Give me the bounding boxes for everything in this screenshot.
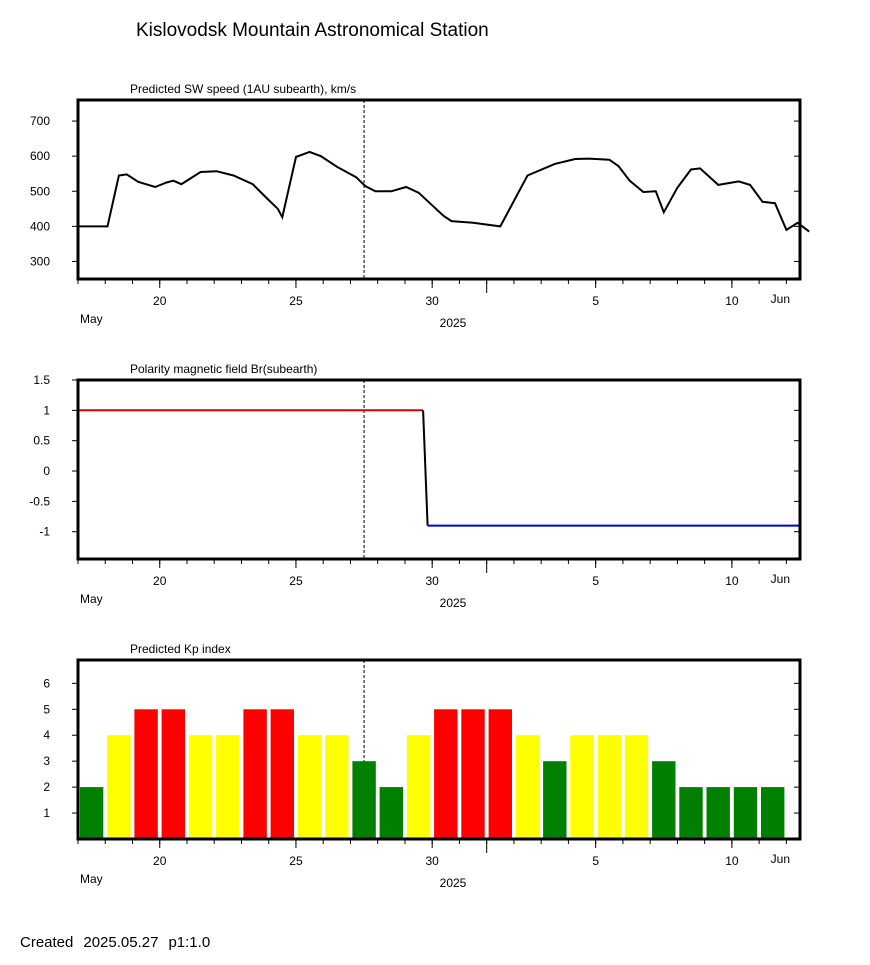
polarity-frame	[76, 378, 802, 561]
x-tick-label: 20	[153, 854, 167, 868]
kp-bar	[461, 709, 485, 839]
kp-bar	[134, 709, 158, 839]
kp-bar	[216, 735, 240, 839]
y-tick-label: 1	[43, 403, 50, 417]
year-label: 2025	[440, 876, 467, 890]
polarity-panel: Polarity magnetic field Br(subearth) 1.5…	[29, 362, 802, 610]
y-tick-label: 2	[43, 780, 50, 794]
x-tick-label: 20	[153, 574, 167, 588]
kp-frame	[76, 658, 802, 841]
x-tick-label: 30	[426, 854, 440, 868]
kp-bar	[325, 735, 349, 839]
y-tick-label: 500	[30, 184, 50, 198]
kp-bar	[652, 761, 676, 839]
x-tick-label: 25	[289, 854, 303, 868]
kp-bar	[597, 735, 621, 839]
sw-speed-line	[78, 150, 810, 233]
y-tick-label: 300	[30, 254, 50, 268]
x-tick-label: 20	[153, 294, 167, 308]
kp-bar	[570, 735, 594, 839]
kp-bar	[352, 761, 376, 839]
polarity-segment-1	[422, 410, 429, 526]
kp-bar	[543, 761, 567, 839]
kp-bar	[188, 735, 213, 839]
sw-speed-title: Predicted SW speed (1AU subearth), km/s	[130, 82, 356, 96]
y-tick-label: 400	[30, 219, 50, 233]
created-label: Created	[20, 934, 74, 951]
month-label-may: May	[80, 592, 103, 606]
kp-bar	[161, 709, 185, 839]
y-tick-label: -0.5	[29, 494, 50, 508]
sw-speed-frame	[76, 98, 802, 281]
x-tick-label: 10	[725, 574, 739, 588]
kp-title: Predicted Kp index	[130, 642, 231, 656]
kp-bar	[79, 787, 104, 839]
x-tick-label: 30	[426, 574, 440, 588]
page-title: Kislovodsk Mountain Astronomical Station	[136, 20, 489, 41]
x-tick-label: 10	[725, 294, 739, 308]
kp-bar	[679, 787, 703, 839]
kp-bar	[515, 735, 540, 839]
sw-speed-panel: Predicted SW speed (1AU subearth), km/s …	[30, 82, 810, 330]
y-tick-label: 3	[43, 754, 50, 768]
kp-bar	[733, 787, 758, 839]
y-tick-label: -1	[39, 525, 50, 539]
y-tick-label: 1	[43, 806, 50, 820]
x-tick-label: 25	[289, 574, 303, 588]
y-tick-label: 700	[30, 114, 50, 128]
kp-bar	[761, 787, 785, 839]
month-label-jun: Jun	[771, 292, 790, 306]
kp-bar	[379, 787, 403, 839]
kp-bar	[107, 735, 131, 839]
kp-bar	[297, 735, 322, 839]
page-indicator: p1:1.0	[168, 934, 211, 951]
year-label: 2025	[440, 596, 467, 610]
kp-bar	[406, 735, 431, 839]
y-tick-label: 5	[43, 702, 50, 716]
kp-bar	[706, 787, 730, 839]
x-tick-label: 30	[426, 294, 440, 308]
created-date: 2025.05.27	[83, 934, 159, 951]
polarity-title: Polarity magnetic field Br(subearth)	[130, 362, 317, 376]
kp-bar	[434, 709, 458, 839]
kp-bar	[624, 735, 649, 839]
month-label-may: May	[80, 872, 103, 886]
kp-bar	[270, 709, 294, 839]
y-tick-label: 0.5	[33, 434, 50, 448]
month-label-jun: Jun	[771, 852, 790, 866]
kp-bar	[243, 709, 267, 839]
footer: Created 2025.05.27 p1:1.0	[20, 934, 220, 951]
month-label-may: May	[80, 312, 103, 326]
y-tick-label: 0	[43, 464, 50, 478]
x-tick-label: 25	[289, 294, 303, 308]
x-tick-label: 5	[592, 294, 599, 308]
y-tick-label: 4	[43, 728, 50, 742]
month-label-jun: Jun	[771, 572, 790, 586]
y-tick-label: 1.5	[33, 373, 50, 387]
y-tick-label: 6	[43, 676, 50, 690]
x-tick-label: 5	[592, 854, 599, 868]
year-label: 2025	[440, 316, 467, 330]
x-tick-label: 10	[725, 854, 739, 868]
kp-bar	[488, 709, 512, 839]
x-tick-label: 5	[592, 574, 599, 588]
y-tick-label: 600	[30, 149, 50, 163]
